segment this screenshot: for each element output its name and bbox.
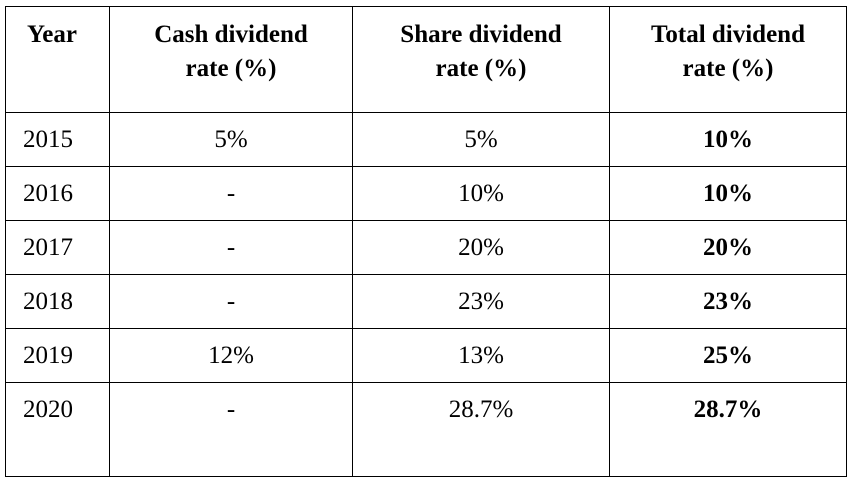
total-dividend-cell: 10%: [609, 112, 847, 167]
header-share-dividend-rate: Share dividend rate (%): [352, 6, 610, 113]
year-cell: 2017: [5, 220, 110, 275]
cash-dividend-cell: -: [109, 274, 353, 329]
share-dividend-cell: 5%: [352, 112, 610, 167]
total-dividend-cell: 28.7%: [609, 382, 847, 477]
year-cell: 2015: [5, 112, 110, 167]
share-dividend-cell: 10%: [352, 166, 610, 221]
header-year: Year: [5, 6, 110, 113]
table-row: 2017 - 20% 20%: [5, 220, 847, 275]
year-cell: 2020: [5, 382, 110, 477]
share-dividend-cell: 23%: [352, 274, 610, 329]
total-dividend-cell: 23%: [609, 274, 847, 329]
table-row: 2018 - 23% 23%: [5, 274, 847, 329]
share-dividend-cell: 20%: [352, 220, 610, 275]
share-dividend-cell: 13%: [352, 328, 610, 383]
header-cash-dividend-rate: Cash dividend rate (%): [109, 6, 353, 113]
total-dividend-cell: 20%: [609, 220, 847, 275]
share-dividend-cell: 28.7%: [352, 382, 610, 477]
table-row: 2019 12% 13% 25%: [5, 328, 847, 383]
table-row: 2020 - 28.7% 28.7%: [5, 382, 847, 477]
header-total-dividend-rate: Total dividend rate (%): [609, 6, 847, 113]
cash-dividend-cell: -: [109, 220, 353, 275]
year-cell: 2019: [5, 328, 110, 383]
cash-dividend-cell: -: [109, 382, 353, 477]
table-row: 2016 - 10% 10%: [5, 166, 847, 221]
year-cell: 2018: [5, 274, 110, 329]
total-dividend-cell: 10%: [609, 166, 847, 221]
header-row: Year Cash dividend rate (%) Share divide…: [5, 6, 847, 113]
year-cell: 2016: [5, 166, 110, 221]
cash-dividend-cell: -: [109, 166, 353, 221]
dividend-table: Year Cash dividend rate (%) Share divide…: [5, 6, 847, 477]
total-dividend-cell: 25%: [609, 328, 847, 383]
table-row: 2015 5% 5% 10%: [5, 112, 847, 167]
cash-dividend-cell: 5%: [109, 112, 353, 167]
cash-dividend-cell: 12%: [109, 328, 353, 383]
